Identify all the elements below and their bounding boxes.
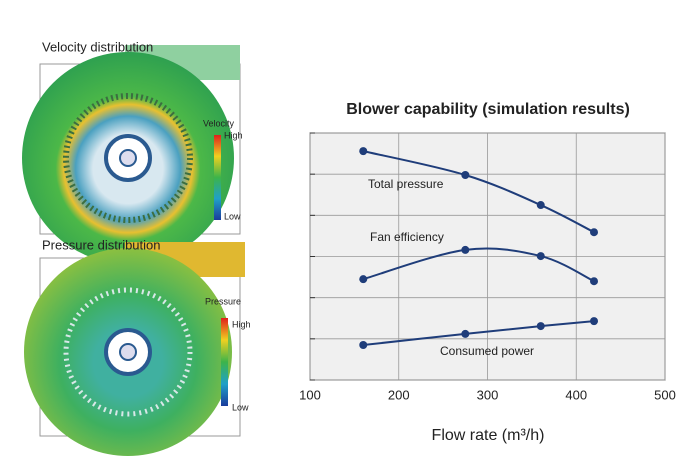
series-label: Fan efficiency <box>370 230 444 244</box>
legend-high: High <box>224 130 243 140</box>
series-line <box>363 320 595 347</box>
legend-low: Low <box>232 402 249 412</box>
data-point <box>536 252 545 261</box>
panel-title: Pressure distribution <box>42 237 161 252</box>
legend-high: High <box>232 319 251 329</box>
x-tick-label: 400 <box>565 387 587 402</box>
chart-title: Blower capability (simulation results) <box>346 101 630 118</box>
series-label: Consumed power <box>440 344 534 358</box>
data-point <box>590 277 598 286</box>
color-bar <box>214 135 221 220</box>
data-point <box>536 201 545 210</box>
hub-core <box>119 343 137 361</box>
data-point <box>590 228 598 237</box>
hub-core <box>119 149 137 167</box>
legend-title: Velocity <box>203 118 235 128</box>
data-point <box>590 317 598 326</box>
series-line <box>363 150 595 234</box>
panel-title: Velocity distribution <box>42 39 153 54</box>
x-tick-label: 300 <box>477 387 499 402</box>
blades <box>63 93 193 223</box>
data-point <box>461 170 470 179</box>
velocity-panel: Velocity distribution Velocity High Low <box>22 39 243 264</box>
x-tick-label: 100 <box>299 387 321 402</box>
x-axis-label: Flow rate (m³/h) <box>432 427 545 444</box>
legend-low: Low <box>224 211 241 221</box>
data-point <box>359 341 368 350</box>
data-point <box>536 322 545 331</box>
data-point <box>359 147 368 156</box>
x-tick-label: 500 <box>654 387 676 402</box>
data-point <box>461 329 470 338</box>
color-bar <box>221 318 228 406</box>
data-point <box>359 275 368 284</box>
series-line <box>362 247 595 283</box>
blades <box>63 287 193 417</box>
legend-title: Pressure <box>205 296 241 306</box>
data-point <box>461 245 470 254</box>
pressure-panel: Pressure distribution Pressure High Low <box>24 237 251 456</box>
series-label: Total pressure <box>368 177 444 191</box>
x-tick-label: 200 <box>388 387 410 402</box>
